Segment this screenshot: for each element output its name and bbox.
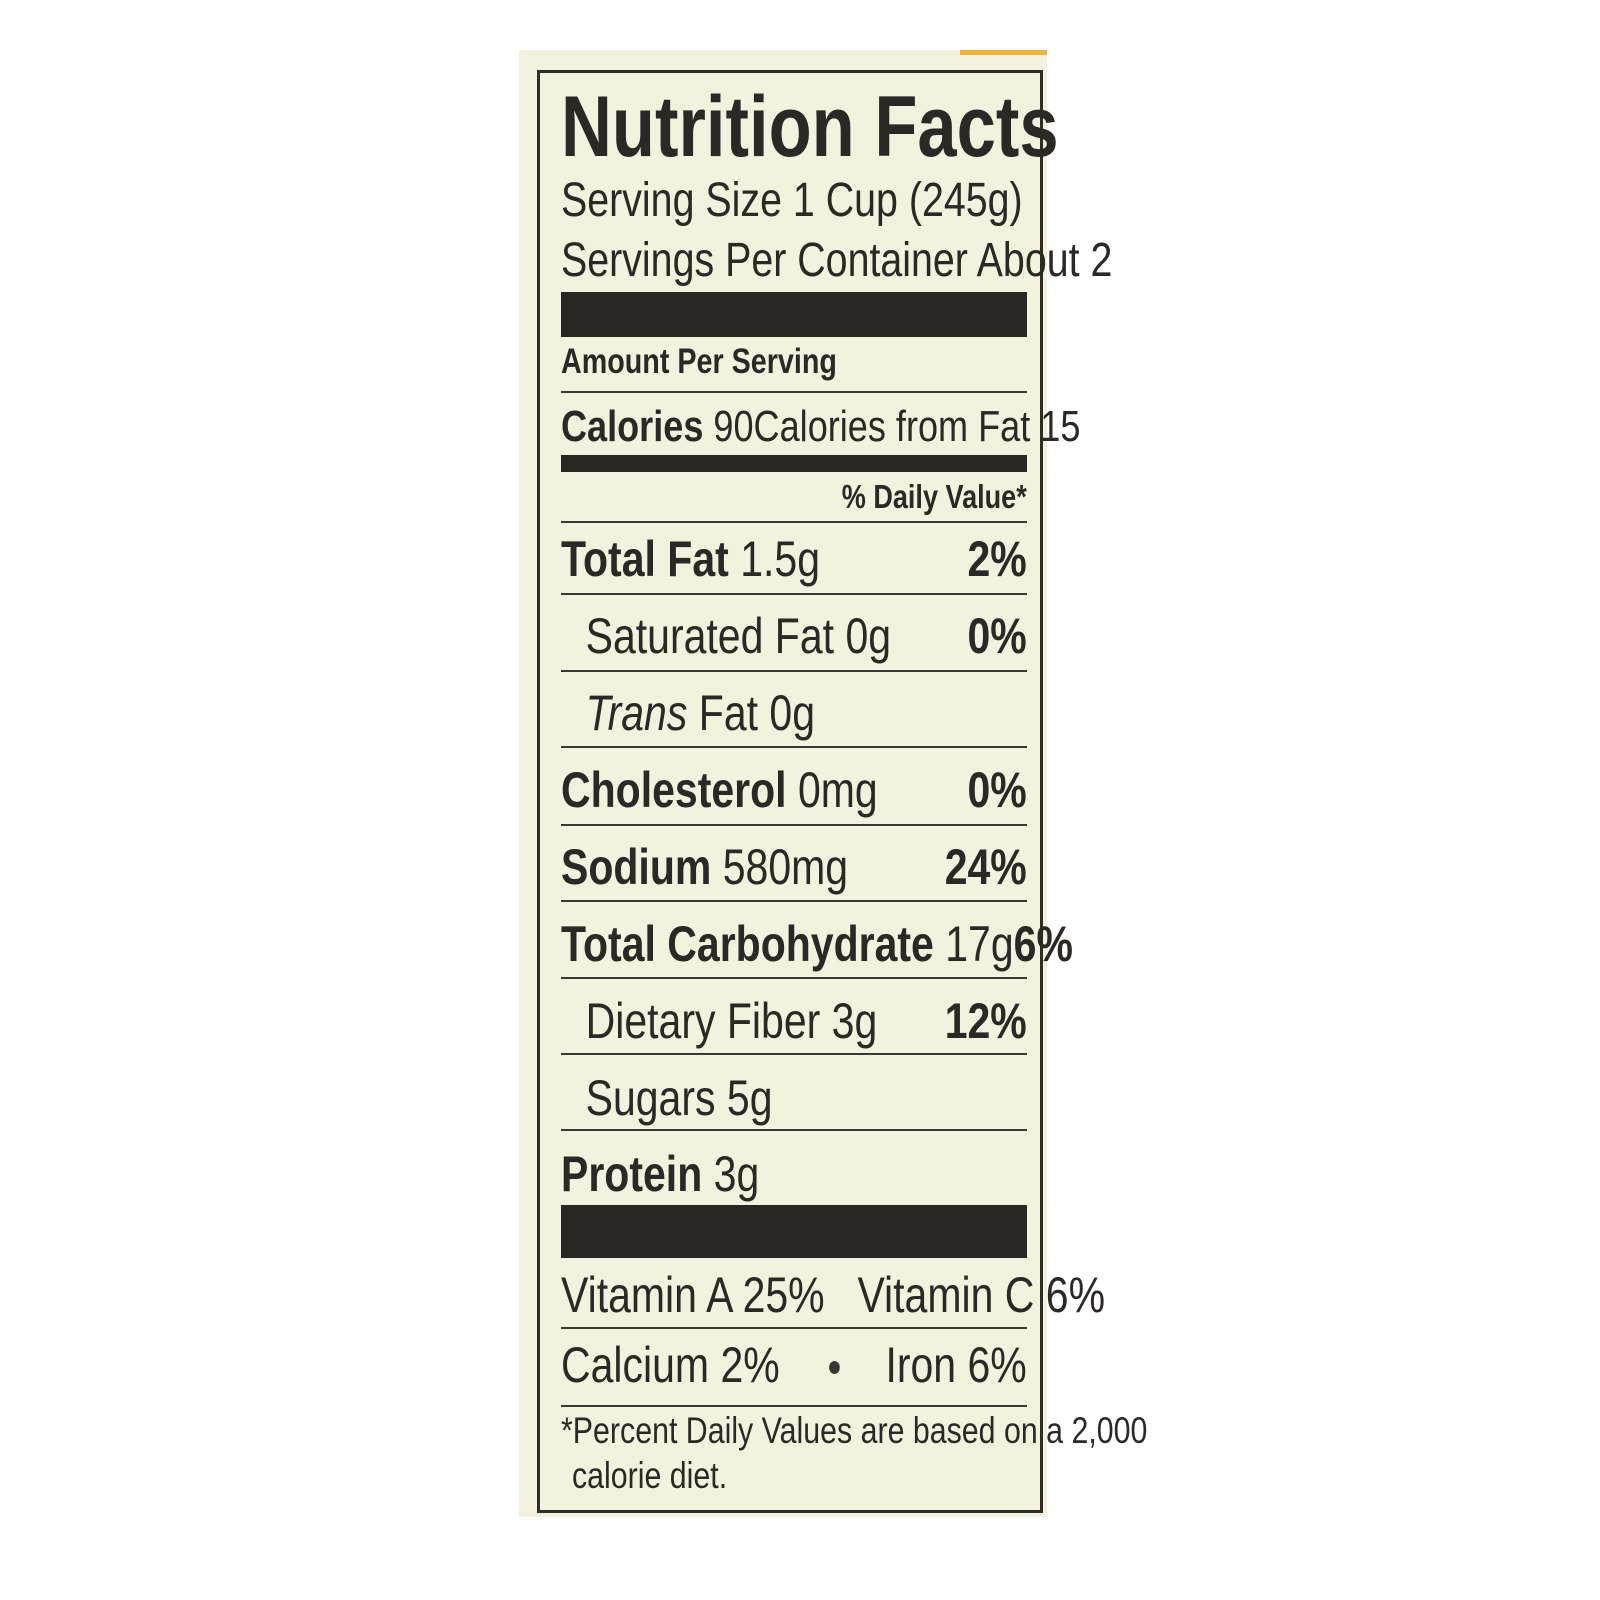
divider xyxy=(561,977,1027,979)
nutrient-row-trans-fat: Trans Fat 0g xyxy=(561,684,1027,742)
nutrient-row-total-carbohydrate: Total Carbohydrate 17g 6% xyxy=(561,915,1073,973)
vitamin-a: Vitamin A 25% xyxy=(561,1267,825,1323)
nutrient-amount: 1.5g xyxy=(740,531,821,587)
nutrient-dv: 24% xyxy=(944,839,1027,895)
nutrient-row-protein: Protein 3g xyxy=(561,1145,1027,1203)
calcium: Calcium 2% xyxy=(561,1337,780,1393)
divider xyxy=(561,824,1027,826)
nutrient-row-saturated-fat: Saturated Fat 0g 0% xyxy=(561,607,1027,665)
servings-per-container: Servings Per Container About 2 xyxy=(561,234,1113,287)
nutrient-dv: 12% xyxy=(944,993,1027,1049)
nutrient-amount: 0mg xyxy=(797,762,878,818)
amount-per-serving: Amount Per Serving xyxy=(561,342,837,381)
vitamin-c: Vitamin C 6% xyxy=(857,1267,1106,1323)
label-title: Nutrition Facts xyxy=(561,79,1059,175)
nutrient-name: Sodium xyxy=(561,839,712,895)
nutrient-row-sugars: Sugars 5g xyxy=(561,1069,1027,1127)
nutrient-dv: 0% xyxy=(967,762,1027,818)
divider xyxy=(561,1053,1027,1055)
footnote-line-1: *Percent Daily Values are based on a 2,0… xyxy=(561,1410,1148,1451)
daily-value-header-text: % Daily Value* xyxy=(841,478,1027,515)
nutrient-dv: 6% xyxy=(1013,916,1073,972)
bullet-icon xyxy=(828,1361,840,1374)
thick-divider xyxy=(561,292,1027,337)
calories-label: Calories xyxy=(561,402,704,451)
nutrient-amount: 17g xyxy=(945,916,1014,972)
package-edge xyxy=(960,50,1047,55)
nutrient-dv: 0% xyxy=(967,608,1027,664)
divider xyxy=(561,1405,1027,1407)
medium-divider xyxy=(561,455,1027,472)
nutrient-dv: 2% xyxy=(967,531,1027,587)
daily-value-header: % Daily Value* xyxy=(561,478,1027,516)
divider xyxy=(561,521,1027,523)
nutrient-name: Total Carbohydrate xyxy=(561,916,934,972)
nutrient-name: Trans xyxy=(585,685,688,741)
nutrient-row-sodium: Sodium 580mg 24% xyxy=(561,838,1027,896)
nutrient-name: Total Fat xyxy=(561,531,729,587)
nutrient-amount: 3g xyxy=(831,993,878,1049)
nutrient-name: Dietary Fiber xyxy=(585,993,821,1049)
nutrient-row-cholesterol: Cholesterol 0mg 0% xyxy=(561,761,1027,819)
nutrient-row-dietary-fiber: Dietary Fiber 3g 12% xyxy=(561,992,1027,1050)
calories-row: Calories 90 Calories from Fat 15 xyxy=(561,402,1080,452)
divider xyxy=(561,746,1027,748)
divider xyxy=(561,900,1027,902)
calories-from-fat: Calories from Fat 15 xyxy=(753,402,1081,451)
divider xyxy=(561,670,1027,672)
serving-size: Serving Size 1 Cup (245g) xyxy=(561,174,1023,227)
vitamin-row-1: Vitamin A 25% Vitamin C 6% xyxy=(561,1266,1105,1324)
nutrient-amount: 0g xyxy=(845,608,892,664)
thick-divider xyxy=(561,1205,1027,1258)
iron: Iron 6% xyxy=(885,1337,1027,1393)
label-border xyxy=(537,70,1043,1513)
nutrient-name: Sugars xyxy=(585,1070,716,1126)
divider xyxy=(561,593,1027,595)
nutrient-amount: 580mg xyxy=(722,839,849,895)
nutrient-name: Saturated Fat xyxy=(585,608,835,664)
divider xyxy=(561,1327,1027,1329)
footnote-line-2: calorie diet. xyxy=(572,1455,728,1496)
nutrient-name: Protein xyxy=(561,1146,703,1202)
nutrient-name: Cholesterol xyxy=(561,762,787,818)
nutrient-amount: 3g xyxy=(713,1146,760,1202)
divider xyxy=(561,1129,1027,1131)
calories-value: 90 xyxy=(713,402,754,451)
nutrient-amount: 5g xyxy=(726,1070,773,1126)
nutrient-row-total-fat: Total Fat 1.5g 2% xyxy=(561,530,1027,588)
divider xyxy=(561,391,1027,393)
nutrient-amount: Fat 0g xyxy=(698,685,816,741)
vitamin-row-2: Calcium 2% Iron 6% xyxy=(561,1336,1027,1394)
